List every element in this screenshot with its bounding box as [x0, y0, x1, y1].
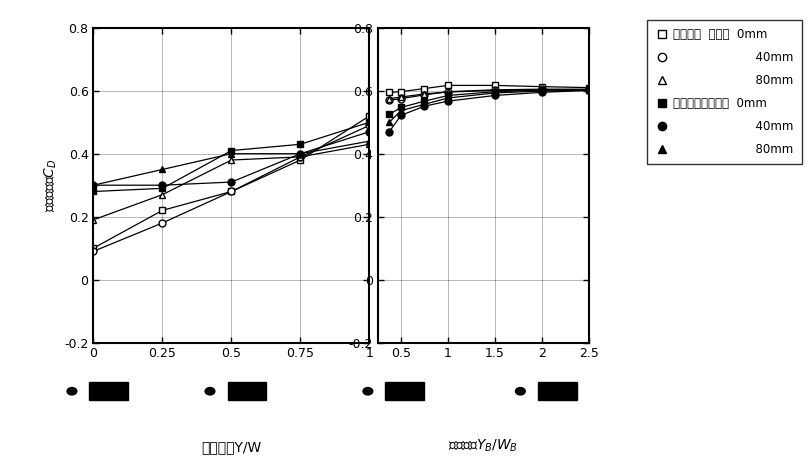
Text: 横間隔　Y/W: 横間隔 Y/W [201, 440, 261, 454]
Legend: 大型バス  地上高  0mm,                       40mm,                       80mm, 普通ワゴン地上高: 大型バス 地上高 0mm, 40mm, 80mm, 普通ワゴン地上高 [646, 20, 801, 164]
Y-axis label: 抗力係数　$C_D$: 抗力係数 $C_D$ [42, 158, 58, 212]
Text: 横間隔　$Y_B/W_B$: 横間隔 $Y_B/W_B$ [448, 438, 517, 454]
